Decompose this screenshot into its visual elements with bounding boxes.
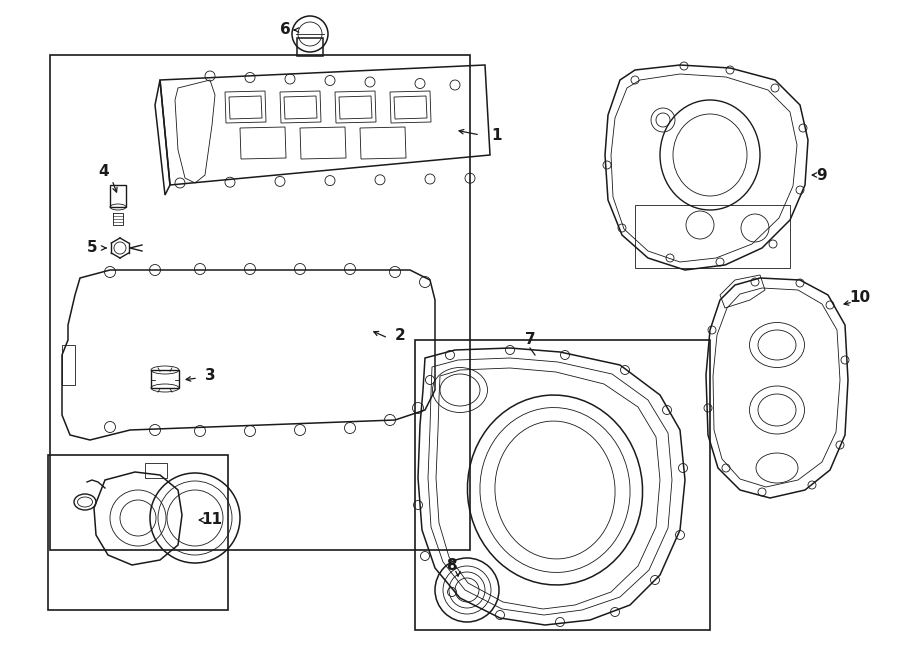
Text: 6: 6 xyxy=(280,22,291,38)
Bar xyxy=(48,455,228,610)
Text: 10: 10 xyxy=(850,290,870,305)
Text: 5: 5 xyxy=(86,241,97,256)
Text: 8: 8 xyxy=(446,557,456,572)
Text: 1: 1 xyxy=(491,128,502,143)
Text: 2: 2 xyxy=(394,327,405,342)
Text: 9: 9 xyxy=(816,167,827,182)
Bar xyxy=(145,463,167,478)
Bar xyxy=(415,340,710,630)
Text: 3: 3 xyxy=(204,368,215,383)
Bar xyxy=(297,38,323,56)
Text: 4: 4 xyxy=(99,165,109,180)
Text: 11: 11 xyxy=(202,512,222,527)
Bar xyxy=(50,55,470,550)
Text: 7: 7 xyxy=(525,332,535,348)
Bar xyxy=(151,370,179,388)
Bar xyxy=(110,185,126,207)
